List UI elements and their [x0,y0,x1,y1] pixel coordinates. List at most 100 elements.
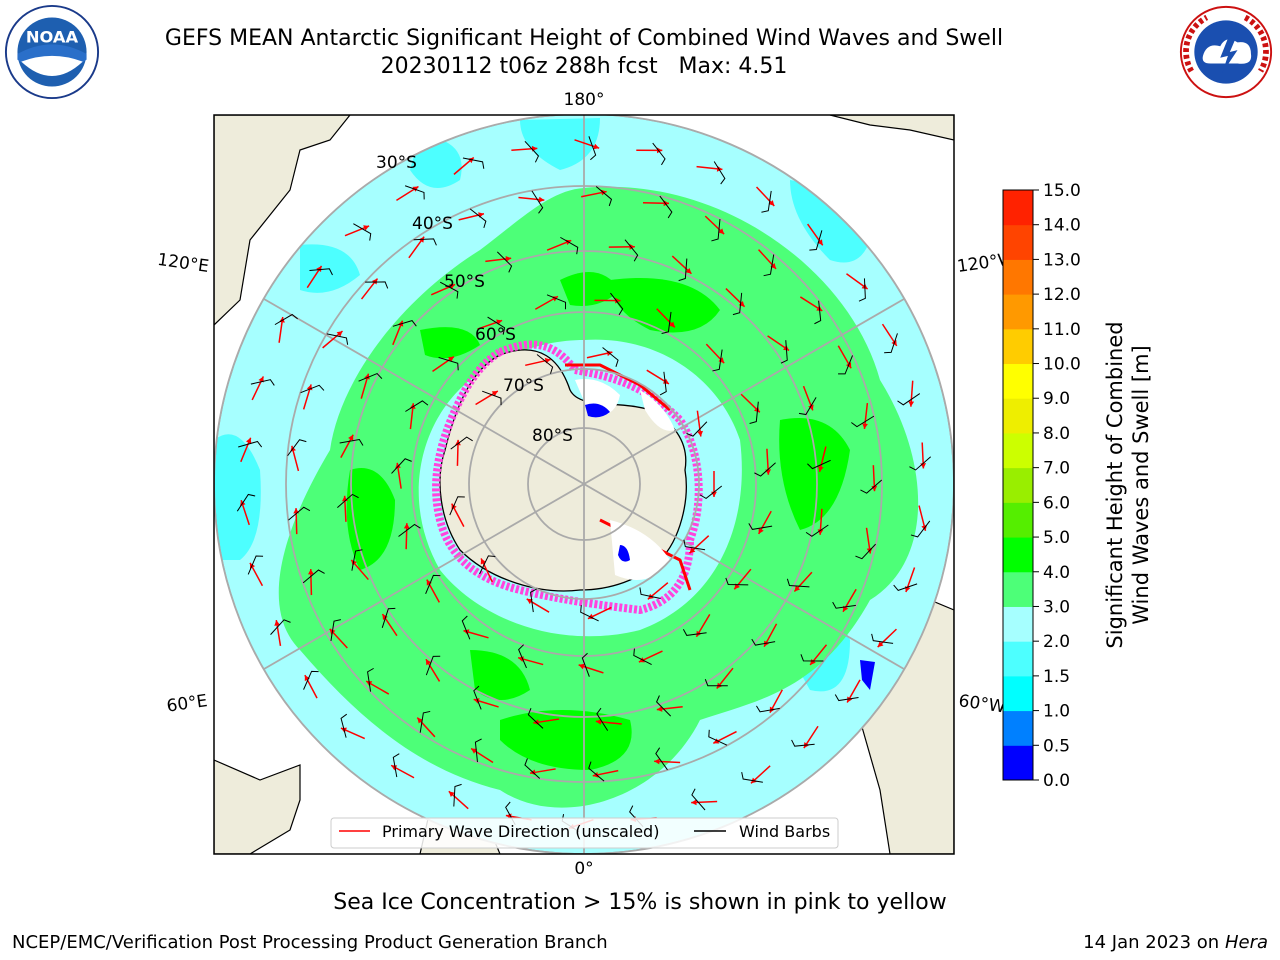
colorbar-frame [1002,189,1034,781]
colorbar-bin [1003,224,1033,260]
colorbar-tick-label: 11.0 [1043,320,1081,340]
wind-barb [524,140,540,163]
wind-barb [365,281,389,289]
colorbar-bin [1003,363,1033,399]
wave-arrow-head [663,200,669,207]
wind-barb [453,783,462,807]
wave-arrow-head [654,758,660,765]
wind-barb [581,652,590,677]
wave-arrow-head [877,641,884,648]
colorbar-tick-label: 0.0 [1043,771,1070,791]
wind-barb [763,254,775,277]
wave-arrow-head [455,439,461,446]
wave-arrow-head [592,771,599,778]
colorbar-bin [1003,398,1033,434]
wave-arrow-head [629,244,635,250]
wave-arrow-head [403,523,410,529]
wind-barb [340,713,348,738]
wind-barb [832,601,856,609]
wind-barb [425,655,441,676]
wave-arrow-head [425,659,432,666]
colorbar-tick-label: 4.0 [1043,563,1070,583]
wind-barb [518,644,527,669]
wave-arrow-head [595,719,602,725]
sea-ice-white-patches [575,379,675,580]
colorbar-bin [1003,190,1033,226]
wave-arrow-head [505,256,512,262]
legend-wave-label: Primary Wave Direction (unscaled) [382,822,659,841]
wind-barb [761,190,772,213]
wind-barb [381,607,396,628]
wind-barb [910,520,931,538]
wind-barb [754,462,776,477]
wind-barb [391,458,412,474]
wind-barb [287,439,307,457]
colorbar-tick-label: 2.0 [1043,632,1070,652]
wind-barb [858,278,866,302]
wave-arrow-head [713,738,720,744]
wind-barb [367,667,374,692]
wave-arrow-head [274,620,280,626]
wind-barb [302,569,325,584]
low-wave-blue-patches [585,403,875,690]
lat-label-70s: 70°S [503,376,544,396]
wind-barb [855,543,876,560]
wave-arrow-head [662,378,669,384]
lat-label-60s: 60°S [475,325,516,345]
wind-barb [602,347,619,367]
wind-barb [530,588,537,613]
wind-barb [580,605,599,622]
wind-barb [461,615,471,640]
wind-barb [531,190,544,214]
wave-arrow-head [371,278,378,285]
wind-barb [732,292,743,316]
wave-arrow-head [480,558,486,565]
wind-barb [691,788,706,811]
legend-barb-label: Wind Barbs [739,822,830,841]
footer-date: 14 Jan 2023 on Hera [1083,932,1268,953]
wind-barb [392,320,417,327]
noaa-logo: NOAA [4,4,100,100]
wind-barb [482,390,502,406]
wave-arrow-head [754,406,760,413]
lon-label-60w: 60°W [957,691,1006,717]
wind-barb [546,294,567,310]
wind-barb [659,195,673,219]
colorbar-label-text: Significant Height of Combined Wind Waves… [1103,321,1153,649]
lat-label-80s: 80°S [532,426,573,446]
wind-barb [358,372,383,382]
wave-arrow-head [447,356,454,362]
wind-barb [633,648,652,665]
colorbar-bin [1003,745,1033,781]
wave-arrow-head [862,423,868,429]
map-frame [213,114,955,855]
wave-arrow-head [656,147,663,154]
wind-barb [860,479,883,494]
wind-barb [330,619,341,641]
wind-barb [624,239,639,262]
wind-barb [398,523,421,537]
wind-barb [809,230,823,251]
wind-barb [469,208,487,229]
noaa-logo-text: NOAA [26,27,79,46]
lon-label-120e: 120°E [156,250,210,277]
nws-logo [1179,5,1273,99]
wind-barb [588,136,597,161]
wind-barb [656,695,672,717]
footer-date-text: 14 Jan 2023 on [1083,932,1225,953]
wind-barb [413,238,437,246]
wind-barb [639,587,661,599]
wave-arrow-head [426,579,432,586]
wave-arrow-head [471,748,478,754]
wind-barb [780,340,788,364]
wind-barb [871,633,894,644]
wave-arrow-head [764,640,770,647]
wind-barb [897,393,921,406]
wind-barb [474,738,482,763]
wave-arrow-head [847,696,853,703]
wind-barb [425,574,441,595]
wave-arrow-head [718,357,725,364]
wind-barb [326,333,349,345]
wind-barb [288,506,311,521]
